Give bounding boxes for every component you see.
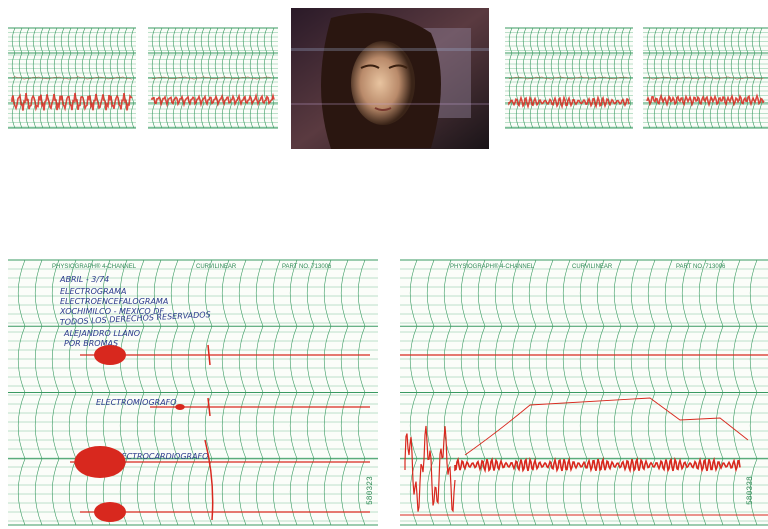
chart-header: PHYSIOGRAPH® 4-CHANNEL [52, 263, 137, 270]
paper-type: CURVILINEAR [572, 264, 613, 270]
trace-label: ELECTROMIOGRAFO [96, 398, 177, 407]
serial-number: 580338 [746, 476, 755, 505]
part-number: PART NO. 713006 [282, 264, 332, 270]
large-chart [400, 260, 768, 525]
serial-number: 580323 [366, 476, 375, 505]
trace-burst [94, 345, 126, 365]
trace-burst [94, 502, 126, 522]
trace-burst [175, 404, 185, 410]
handwritten-note: ELECTROENCEFALOGRAMA [60, 297, 168, 306]
chart-header: PHYSIOGRAPH® 4-CHANNEL [450, 263, 535, 270]
portrait-photo [291, 8, 489, 149]
trace-label: ELECTROCARDIOGRAFO [112, 452, 208, 461]
trace-burst [74, 446, 125, 478]
part-number: PART NO. 713006 [676, 264, 726, 270]
handwritten-note: ALEJANDRO LLANO [63, 329, 140, 338]
paper-type: CURVILINEAR [196, 264, 237, 270]
small-chart [643, 28, 768, 128]
artwork: PHYSIOGRAPH® 4-CHANNEL CURVILINEAR PART … [0, 0, 768, 529]
handwritten-note: ELECTROGRAMA [60, 287, 127, 296]
handwritten-note: ABRIL - 3/74 [59, 275, 109, 284]
